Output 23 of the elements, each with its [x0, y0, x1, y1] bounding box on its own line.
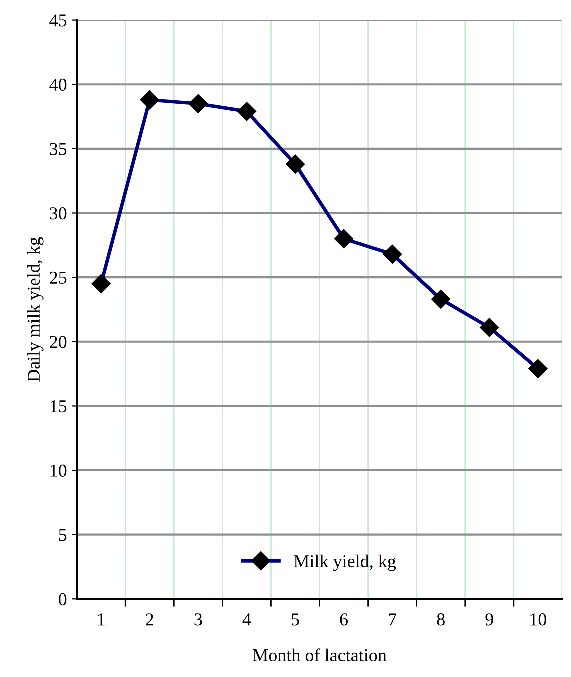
legend-label: Milk yield, kg	[294, 554, 396, 572]
y-tick-label: 10	[50, 464, 67, 477]
x-axis-title: Month of lactation	[253, 648, 387, 662]
x-tick-label: 6	[340, 614, 348, 626]
y-axis-title: Daily milk yield, kg	[27, 237, 44, 382]
x-tick-label: 7	[389, 614, 397, 626]
x-tick-label: 4	[242, 614, 252, 626]
y-tick-label: 25	[50, 272, 67, 284]
y-tick-label: 35	[50, 143, 67, 156]
x-tick-label: 8	[437, 614, 445, 626]
x-tick-label: 5	[292, 614, 300, 626]
y-tick-label: 0	[59, 593, 67, 606]
x-tick-label: 3	[194, 614, 202, 626]
x-tick-label: 9	[486, 614, 494, 626]
y-tick-label: 40	[50, 78, 67, 92]
y-tick-label: 20	[50, 336, 67, 348]
y-tick-label: 15	[50, 400, 67, 413]
x-tick-label: 10	[530, 614, 547, 626]
y-tick-label: 30	[50, 208, 67, 220]
x-tick-label: 1	[98, 614, 105, 626]
x-tick-label: 2	[146, 614, 154, 626]
y-tick-label: 45	[50, 14, 67, 27]
y-tick-label: 5	[59, 529, 67, 542]
